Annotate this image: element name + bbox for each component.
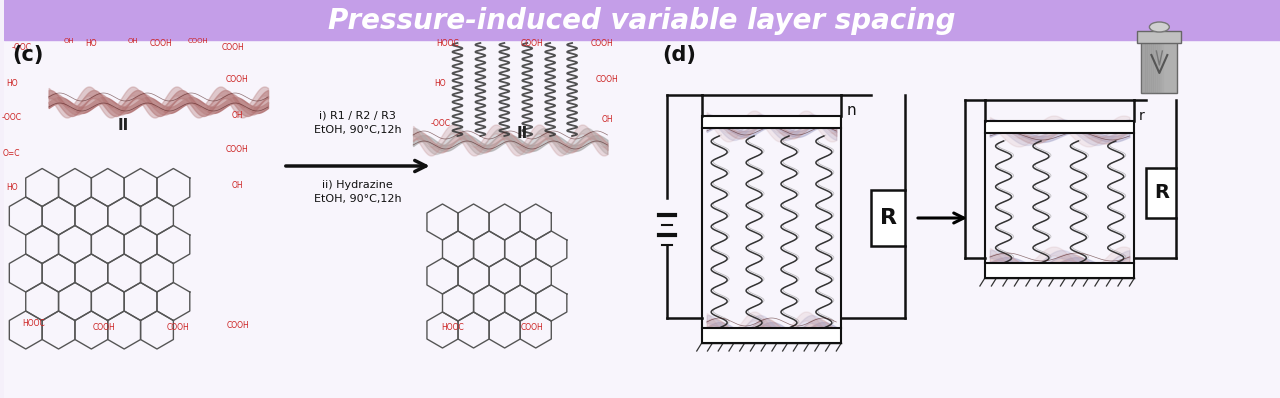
Bar <box>1146 38 1149 93</box>
Text: COOH: COOH <box>227 322 250 330</box>
Text: (c): (c) <box>12 45 44 65</box>
Bar <box>1149 38 1153 93</box>
Text: COOH: COOH <box>221 43 244 53</box>
Text: O=C: O=C <box>3 148 20 158</box>
Text: COOH: COOH <box>521 39 544 47</box>
Text: i) R1 / R2 / R3
EtOH, 90°C,12h: i) R1 / R2 / R3 EtOH, 90°C,12h <box>314 111 402 135</box>
Text: COOH: COOH <box>590 39 613 47</box>
Text: (d): (d) <box>662 45 696 65</box>
Text: COOH: COOH <box>225 146 248 154</box>
Bar <box>1143 38 1147 93</box>
Text: R: R <box>879 208 897 228</box>
Text: OH: OH <box>232 111 243 119</box>
Bar <box>1138 31 1181 43</box>
Bar <box>1142 38 1178 93</box>
Text: n: n <box>846 103 856 118</box>
Bar <box>1160 38 1164 93</box>
Ellipse shape <box>1149 22 1170 32</box>
Bar <box>1147 168 1176 218</box>
Bar <box>4 0 1280 40</box>
Text: COOH: COOH <box>188 38 209 44</box>
Text: ii) Hydrazine
EtOH, 90°C,12h: ii) Hydrazine EtOH, 90°C,12h <box>314 180 402 204</box>
Bar <box>1157 38 1161 93</box>
Bar <box>1147 38 1152 93</box>
Text: HOOC: HOOC <box>442 324 463 332</box>
Text: HO: HO <box>6 183 18 193</box>
Bar <box>4 40 1280 398</box>
Bar <box>872 190 905 246</box>
Text: HO: HO <box>435 78 447 88</box>
Text: HO: HO <box>86 39 97 47</box>
Bar <box>984 121 1134 133</box>
Bar <box>1156 38 1160 93</box>
Text: OH: OH <box>128 38 138 44</box>
Text: OH: OH <box>232 181 243 189</box>
Text: COOH: COOH <box>166 324 189 332</box>
Text: II: II <box>118 119 129 133</box>
Text: r: r <box>1138 109 1144 123</box>
Text: HO: HO <box>6 78 18 88</box>
Text: COOH: COOH <box>150 39 173 47</box>
Text: OH: OH <box>602 115 613 125</box>
Text: -OOC: -OOC <box>1 113 22 123</box>
Bar <box>1153 38 1157 93</box>
Text: HOOC: HOOC <box>22 318 45 328</box>
Text: OH: OH <box>63 38 74 44</box>
Text: II: II <box>517 125 527 140</box>
Text: COOH: COOH <box>92 324 115 332</box>
Text: HOOC: HOOC <box>436 39 458 47</box>
Text: R: R <box>1153 183 1169 203</box>
Bar <box>984 263 1134 278</box>
Bar <box>701 116 841 128</box>
Bar <box>701 328 841 343</box>
Text: COOH: COOH <box>521 324 544 332</box>
Text: COOH: COOH <box>595 76 618 84</box>
Text: Pressure-induced variable layer spacing: Pressure-induced variable layer spacing <box>328 7 956 35</box>
Bar <box>1142 38 1146 93</box>
Bar <box>1152 38 1156 93</box>
Text: COOH: COOH <box>225 76 248 84</box>
Text: -OOC: -OOC <box>12 43 32 53</box>
Text: -OOC: -OOC <box>430 119 451 127</box>
